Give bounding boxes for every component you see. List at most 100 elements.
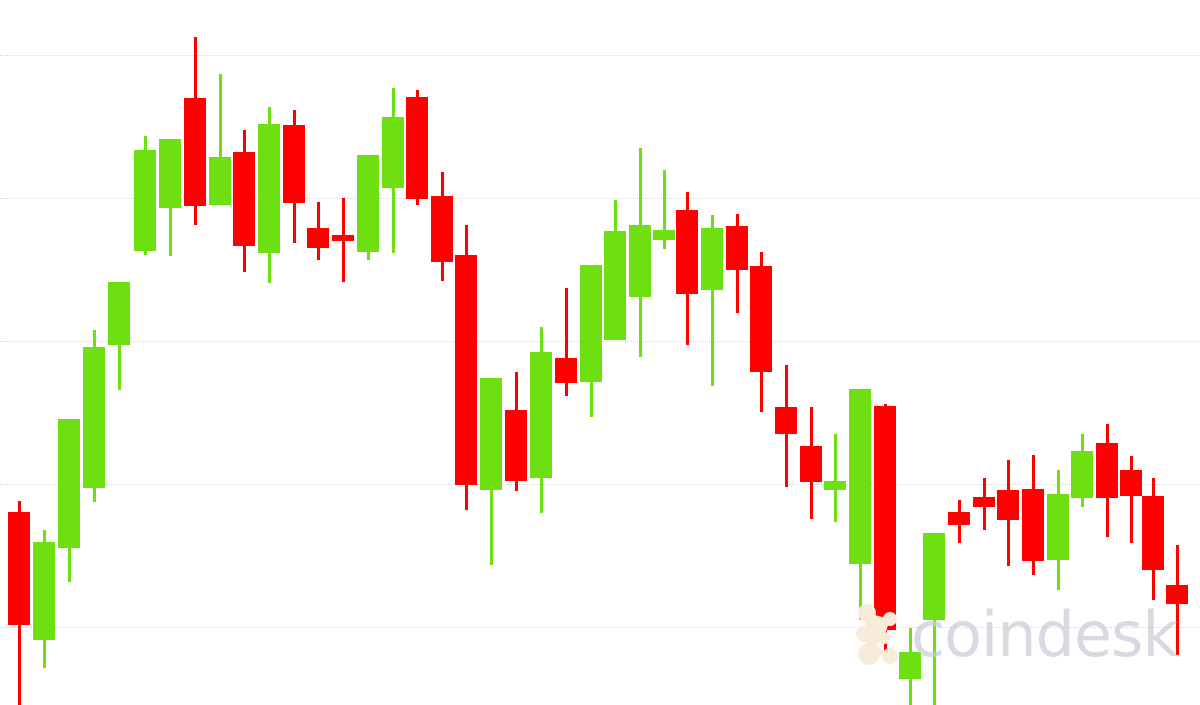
candle-wick <box>564 288 568 396</box>
candle-21[interactable] <box>505 0 527 705</box>
gridline-0 <box>0 55 1200 57</box>
candle-body <box>8 512 30 625</box>
candle-body <box>997 490 1019 520</box>
candle-9[interactable] <box>209 0 231 705</box>
candle-body <box>1120 470 1142 496</box>
candle-45[interactable] <box>1096 0 1118 705</box>
candle-body <box>653 230 675 240</box>
candle-26[interactable] <box>629 0 651 705</box>
candle-24[interactable] <box>580 0 602 705</box>
candle-42[interactable] <box>1022 0 1044 705</box>
candle-12[interactable] <box>283 0 305 705</box>
candle-body <box>332 235 354 241</box>
candle-29[interactable] <box>701 0 723 705</box>
candle-36[interactable] <box>874 0 896 705</box>
candle-46[interactable] <box>1120 0 1142 705</box>
candle-38[interactable] <box>923 0 945 705</box>
candle-body <box>726 226 748 270</box>
candle-body <box>209 157 231 205</box>
candle-body <box>1166 585 1188 604</box>
candle-40[interactable] <box>973 0 995 705</box>
candle-body <box>1096 443 1118 498</box>
gridline-1 <box>0 198 1200 200</box>
candle-19[interactable] <box>455 0 477 705</box>
candle-32[interactable] <box>775 0 797 705</box>
candle-47[interactable] <box>1142 0 1164 705</box>
candle-body <box>431 196 453 262</box>
candle-body <box>899 652 921 679</box>
candle-18[interactable] <box>431 0 453 705</box>
candle-body <box>159 139 181 208</box>
candle-body <box>874 406 896 630</box>
candle-wick <box>218 74 222 205</box>
candle-3[interactable] <box>58 0 80 705</box>
candle-11[interactable] <box>258 0 280 705</box>
candle-body <box>406 97 428 199</box>
candle-35[interactable] <box>849 0 871 705</box>
candle-41[interactable] <box>997 0 1019 705</box>
candle-body <box>455 255 477 485</box>
candle-body <box>629 225 651 297</box>
candle-6[interactable] <box>134 0 156 705</box>
candle-body <box>750 266 772 372</box>
candle-34[interactable] <box>824 0 846 705</box>
candle-48[interactable] <box>1166 0 1188 705</box>
candle-23[interactable] <box>555 0 577 705</box>
candle-10[interactable] <box>233 0 255 705</box>
candle-27[interactable] <box>653 0 675 705</box>
candle-body <box>83 347 105 488</box>
candle-body <box>1142 496 1164 570</box>
candle-body <box>108 282 130 345</box>
candle-8[interactable] <box>184 0 206 705</box>
candle-43[interactable] <box>1047 0 1069 705</box>
candle-body <box>555 358 577 383</box>
candle-body <box>357 155 379 252</box>
candle-body <box>948 512 970 525</box>
candle-body <box>923 533 945 620</box>
candle-1[interactable] <box>8 0 30 705</box>
candle-25[interactable] <box>604 0 626 705</box>
candle-16[interactable] <box>382 0 404 705</box>
candle-30[interactable] <box>726 0 748 705</box>
candle-15[interactable] <box>357 0 379 705</box>
candle-5[interactable] <box>108 0 130 705</box>
candle-13[interactable] <box>307 0 329 705</box>
candle-body <box>283 125 305 203</box>
candle-body <box>134 150 156 251</box>
candle-body <box>480 378 502 490</box>
candle-wick <box>833 434 837 522</box>
candle-22[interactable] <box>530 0 552 705</box>
candle-28[interactable] <box>676 0 698 705</box>
candle-body <box>775 407 797 434</box>
candle-body <box>184 98 206 206</box>
candle-body <box>800 446 822 482</box>
candle-body <box>676 210 698 294</box>
candle-4[interactable] <box>83 0 105 705</box>
candle-body <box>505 410 527 481</box>
candle-39[interactable] <box>948 0 970 705</box>
candle-20[interactable] <box>480 0 502 705</box>
candle-wick <box>710 215 714 386</box>
candle-44[interactable] <box>1071 0 1093 705</box>
candle-2[interactable] <box>33 0 55 705</box>
candle-body <box>701 228 723 290</box>
candle-33[interactable] <box>800 0 822 705</box>
candle-body <box>1047 494 1069 560</box>
candle-14[interactable] <box>332 0 354 705</box>
candle-7[interactable] <box>159 0 181 705</box>
candle-body <box>307 228 329 248</box>
candle-body <box>58 419 80 548</box>
candle-37[interactable] <box>899 0 921 705</box>
candle-body <box>604 231 626 340</box>
candle-body <box>849 389 871 564</box>
candle-wick <box>1129 456 1133 543</box>
candle-body <box>580 265 602 382</box>
candle-31[interactable] <box>750 0 772 705</box>
candle-body <box>1071 451 1093 498</box>
candle-wick <box>662 170 666 249</box>
candle-17[interactable] <box>406 0 428 705</box>
candle-body <box>382 117 404 188</box>
candle-body <box>530 352 552 478</box>
